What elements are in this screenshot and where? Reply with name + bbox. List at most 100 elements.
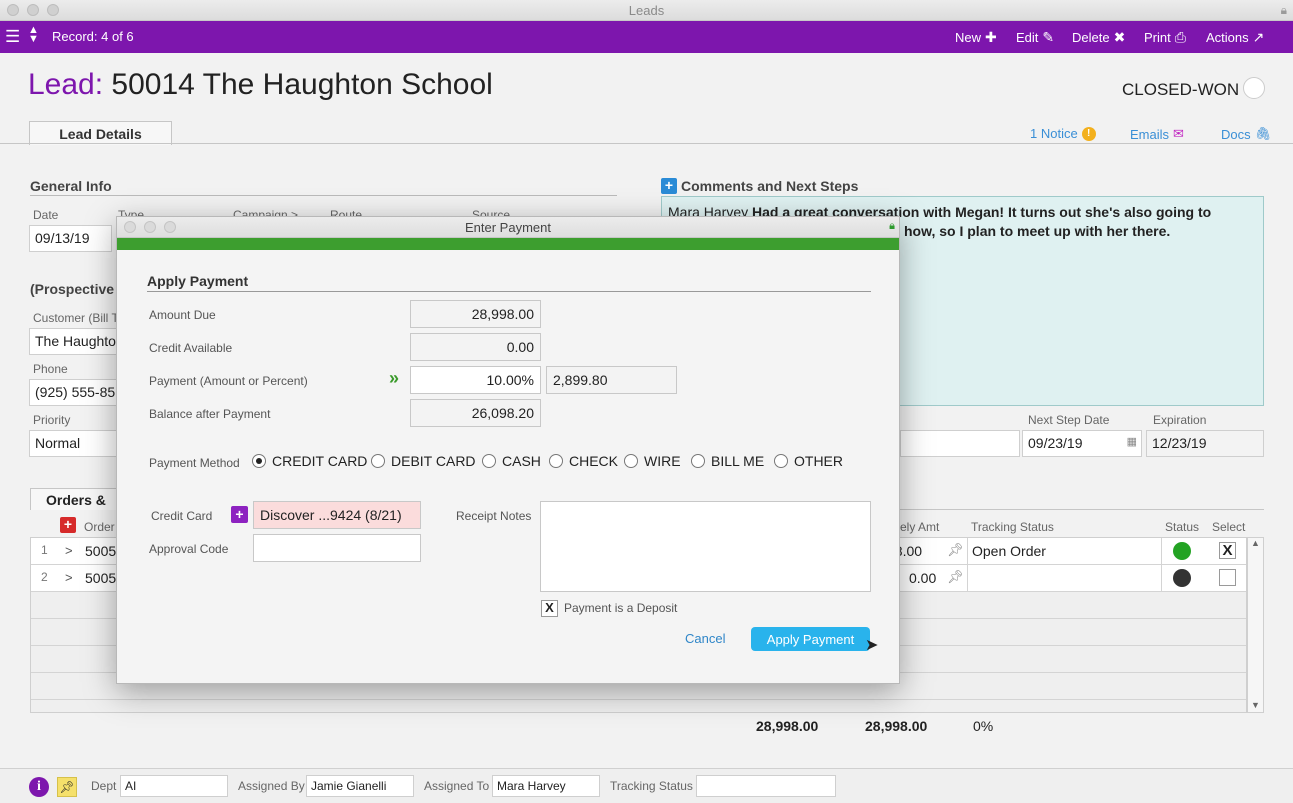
add-card-icon[interactable]: +	[231, 506, 248, 523]
actions-button[interactable]: Actions ↗	[1206, 29, 1265, 45]
comment-text-2: how, so I plan to meet up with her there…	[904, 223, 1171, 239]
priority-field[interactable]: Normal	[29, 430, 119, 457]
radio-button[interactable]	[549, 454, 563, 468]
radio-cash[interactable]: CASH	[482, 453, 541, 469]
expiration-label: Expiration	[1153, 413, 1207, 427]
plus-icon: ✚	[985, 29, 997, 45]
radio-button[interactable]	[482, 454, 496, 468]
customer-field[interactable]: The Haughton	[29, 328, 119, 355]
pin-icon[interactable]: 📌︎	[947, 569, 964, 584]
edit-button[interactable]: Edit ✎	[1016, 29, 1055, 45]
section-divider	[30, 195, 617, 196]
deposit-label: Payment is a Deposit	[564, 601, 678, 615]
lock-icon: 🔒︎	[1280, 3, 1287, 17]
prospective-heading: (Prospective	[30, 281, 115, 297]
docs-link[interactable]: Docs 🖇︎	[1221, 126, 1272, 142]
orders-scrollbar[interactable]: ▲ ▼	[1247, 537, 1264, 713]
tracking-status-label: Tracking Status	[610, 779, 693, 793]
window-title: Leads	[628, 3, 665, 18]
pin-icon[interactable]: 📌︎	[947, 542, 964, 557]
x-icon: ✖	[1113, 29, 1126, 45]
dialog-zoom-button[interactable]	[164, 221, 176, 233]
dialog-accent-bar	[117, 238, 899, 250]
assigned-by-field[interactable]: Jamie Gianelli	[306, 775, 414, 797]
new-button[interactable]: New ✚	[955, 29, 997, 45]
tab-orders[interactable]: Orders &	[30, 488, 140, 510]
cursor-icon: ➤	[865, 637, 879, 654]
payment-percent-input[interactable]: 10.00%	[410, 366, 541, 394]
status-dot	[1173, 542, 1191, 560]
radio-button[interactable]	[252, 454, 266, 468]
radio-check[interactable]: CHECK	[549, 453, 618, 469]
double-chevron-icon[interactable]: »	[389, 368, 400, 388]
next-step-date-field[interactable]: 09/23/19 ▦	[1022, 430, 1142, 457]
order-tracking-status: Open Order	[967, 538, 1162, 564]
radio-button[interactable]	[371, 454, 385, 468]
dept-field[interactable]: AI	[120, 775, 228, 797]
customer-label: Customer (Bill T	[33, 311, 119, 325]
dialog-close-button[interactable]	[124, 221, 136, 233]
expand-arrow-icon[interactable]: >	[65, 570, 73, 585]
phone-field[interactable]: (925) 555-85	[29, 379, 119, 406]
total-amount: 28,998.00	[756, 718, 819, 734]
general-info-heading: General Info	[30, 178, 112, 194]
total-likely-amount: 28,998.00	[865, 718, 928, 734]
paperclip-icon: 🖇︎	[1254, 126, 1272, 141]
info-icon[interactable]: i	[29, 777, 49, 797]
lock-icon: 🔒︎	[889, 220, 895, 232]
radio-button[interactable]	[691, 454, 705, 468]
credit-card-select[interactable]: Discover ...9424 (8/21)	[253, 501, 421, 529]
radio-debit-card[interactable]: DEBIT CARD	[371, 453, 476, 469]
window-close-button[interactable]	[7, 4, 19, 16]
radio-wire[interactable]: WIRE	[624, 453, 681, 469]
assigned-to-field[interactable]: Mara Harvey	[492, 775, 600, 797]
dept-label: Dept	[91, 779, 117, 793]
next-step-field[interactable]	[900, 430, 1020, 457]
radio-bill-me[interactable]: BILL ME	[691, 453, 764, 469]
add-comment-icon[interactable]: +	[661, 178, 677, 194]
printer-icon: ⎙	[1174, 29, 1186, 45]
status-indicator[interactable]	[1243, 77, 1265, 99]
pin-icon[interactable]: 📌︎	[57, 777, 77, 797]
radio-other[interactable]: OTHER	[774, 453, 843, 469]
radio-button[interactable]	[624, 454, 638, 468]
tracking-status-field[interactable]	[696, 775, 836, 797]
radio-credit-card[interactable]: CREDIT CARD	[252, 453, 367, 469]
approval-code-input[interactable]	[253, 534, 421, 562]
next-step-date-label: Next Step Date	[1028, 413, 1110, 427]
total-percent: 0%	[973, 718, 994, 734]
radio-button[interactable]	[774, 454, 788, 468]
assigned-by-label: Assigned By	[238, 779, 305, 793]
select-checkbox[interactable]: X	[1219, 542, 1236, 559]
alert-icon: !	[1081, 126, 1096, 141]
window-zoom-button[interactable]	[47, 4, 59, 16]
priority-label: Priority	[33, 413, 71, 427]
add-order-icon[interactable]: +	[60, 517, 76, 533]
expiration-field[interactable]: 12/23/19	[1146, 430, 1264, 457]
receipt-notes-input[interactable]	[540, 501, 871, 592]
deposit-checkbox[interactable]: X	[541, 600, 558, 617]
date-field[interactable]: 09/13/19	[29, 225, 112, 252]
apply-payment-button[interactable]: Apply Payment	[751, 627, 870, 651]
print-button[interactable]: Print ⎙	[1144, 29, 1186, 45]
comments-heading: + Comments and Next Steps	[661, 178, 858, 194]
select-checkbox[interactable]	[1219, 569, 1236, 586]
col-amount: ely Amt	[900, 520, 940, 534]
window-titlebar: Leads 🔒︎	[0, 0, 1293, 21]
payment-amount-field[interactable]: 2,899.80	[546, 366, 677, 394]
menu-icon[interactable]: ☰	[5, 27, 21, 46]
notice-link[interactable]: 1 Notice!	[1030, 126, 1096, 141]
balance-label: Balance after Payment	[149, 407, 271, 421]
emails-link[interactable]: Emails ✉	[1130, 126, 1184, 142]
amount-due-label: Amount Due	[149, 308, 216, 322]
col-select: Select	[1212, 520, 1246, 534]
window-minimize-button[interactable]	[27, 4, 39, 16]
record-nav-arrows[interactable]: ▲ ▼	[28, 24, 39, 45]
cancel-button[interactable]: Cancel	[685, 631, 726, 646]
tab-lead-details[interactable]: Lead Details	[29, 121, 172, 145]
expand-arrow-icon[interactable]: >	[65, 543, 73, 558]
col-tracking-status: Tracking Status	[971, 520, 1054, 534]
delete-button[interactable]: Delete ✖	[1072, 29, 1126, 45]
calendar-icon[interactable]: ▦	[1126, 436, 1137, 448]
dialog-minimize-button[interactable]	[144, 221, 156, 233]
